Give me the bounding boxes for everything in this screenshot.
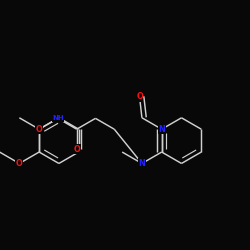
Text: O: O bbox=[36, 125, 43, 134]
Text: O: O bbox=[16, 159, 23, 168]
Text: N: N bbox=[158, 125, 165, 134]
Text: NH: NH bbox=[52, 115, 64, 121]
Text: O: O bbox=[73, 145, 80, 154]
Text: O: O bbox=[136, 92, 143, 101]
Text: N: N bbox=[138, 159, 145, 168]
